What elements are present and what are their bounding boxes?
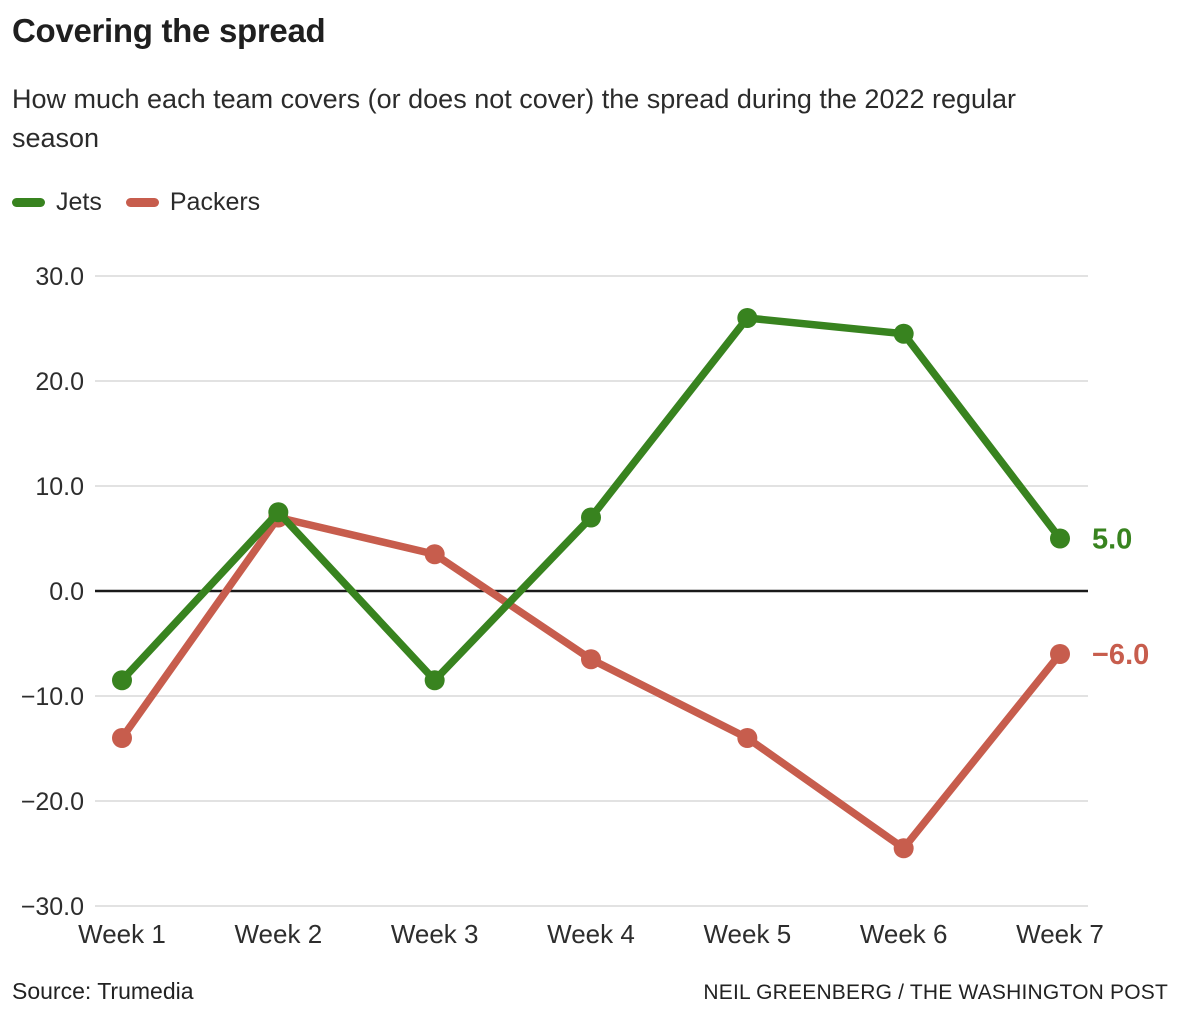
y-axis-tick-label: −10.0	[21, 683, 84, 711]
data-point-packers	[1050, 644, 1070, 664]
x-axis-tick-label: Week 2	[234, 919, 322, 949]
data-point-packers	[112, 728, 132, 748]
packers-line-swatch-icon	[125, 198, 159, 207]
y-axis-tick-label: 0.0	[49, 578, 84, 606]
series-line-jets	[118, 314, 1064, 684]
data-point-packers	[737, 728, 758, 748]
x-axis-tick-label: Week 5	[703, 919, 791, 949]
data-point-jets	[893, 323, 914, 344]
data-point-packers	[581, 649, 601, 670]
x-axis-tick-label: Week 7	[1016, 919, 1104, 949]
source-note: Source: Trumedia	[12, 978, 194, 1004]
y-axis-tick-label: 30.0	[35, 263, 84, 291]
x-axis-tick-label: Week 3	[391, 919, 479, 949]
legend-item-packers: Packers	[125, 188, 261, 217]
data-point-jets	[268, 502, 289, 523]
byline-credit: NEIL GREENBERG / THE WASHINGTON POST	[703, 981, 1168, 1004]
x-axis-tick-label: Week 6	[860, 919, 948, 949]
x-axis-tick-label: Week 1	[78, 919, 166, 949]
legend-item-jets: Jets	[12, 188, 102, 217]
end-value-label-packers: −6.0	[1092, 639, 1149, 671]
data-point-jets	[112, 670, 132, 691]
data-point-jets	[424, 670, 445, 691]
legend-label-jets: Jets	[56, 188, 102, 216]
chart-legend: Jets Packers	[12, 188, 260, 217]
page-title: Covering the spread	[12, 12, 326, 49]
data-point-jets	[737, 308, 758, 328]
y-axis-tick-label: −20.0	[21, 788, 84, 816]
y-axis-tick-label: 10.0	[35, 473, 84, 501]
chart-subtitle: How much each team covers (or does not c…	[12, 84, 1017, 153]
legend-label-packers: Packers	[169, 188, 261, 216]
data-point-jets	[581, 507, 601, 528]
x-axis-tick-label: Week 4	[547, 919, 635, 949]
data-point-jets	[1050, 528, 1070, 549]
series-line-packers	[118, 513, 1064, 852]
chart-footer: Source: Trumedia NEIL GREENBERG / THE WA…	[12, 978, 1168, 1005]
y-axis-tick-label: 20.0	[35, 368, 84, 396]
data-point-packers	[424, 544, 445, 565]
data-point-packers	[893, 838, 914, 859]
y-axis-tick-label: −30.0	[21, 893, 84, 921]
end-value-label-jets: 5.0	[1092, 524, 1132, 556]
jets-line-swatch-icon	[12, 198, 45, 207]
